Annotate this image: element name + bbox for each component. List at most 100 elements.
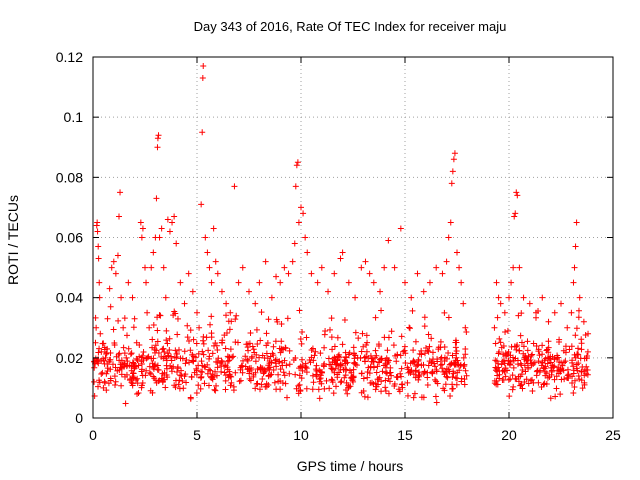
data-point [412,338,419,345]
data-point [402,359,409,366]
data-point [116,213,122,220]
data-point [206,264,213,271]
data-point [569,380,576,387]
data-point [506,294,512,301]
data-point [352,361,359,368]
data-point [381,334,388,341]
data-point [91,364,98,371]
data-point [447,393,454,400]
data-point [329,379,336,386]
data-point [533,342,540,349]
data-point [362,258,369,265]
data-point [428,335,435,342]
data-point [551,363,558,370]
data-point [392,352,399,359]
data-point [211,386,218,393]
data-point [130,359,137,366]
data-point [309,386,316,393]
data-point [505,349,512,355]
data-point [223,330,230,337]
data-point [131,315,138,322]
data-point [174,331,181,338]
data-point [331,270,338,277]
data-point [495,294,502,301]
data-point [509,372,516,379]
data-point [554,367,561,374]
data-point [279,380,286,387]
data-point [272,338,279,345]
data-point [280,369,287,376]
data-point [500,377,507,384]
data-point [461,361,468,368]
data-point [493,381,500,388]
data-point [299,367,306,374]
data-point [281,264,288,271]
data-point [463,328,470,335]
data-point [188,374,195,381]
data-point [103,349,110,356]
data-point [252,300,259,307]
data-point [507,376,514,383]
data-point [128,367,135,374]
data-point [152,342,159,349]
data-point [325,355,332,362]
data-point [178,367,185,374]
data-point [163,357,170,364]
data-point [458,279,465,286]
data-point [257,337,264,344]
data-point [382,360,389,367]
data-point [199,75,206,82]
data-point [298,375,305,382]
data-point [496,367,503,374]
data-point [249,343,256,350]
data-point [125,279,132,286]
data-point [551,376,558,383]
y-tick-label: 0.06 [56,230,83,246]
data-point [278,338,285,345]
data-point [198,201,205,208]
data-point [493,279,500,286]
data-point [214,364,221,371]
data-point [530,340,537,347]
data-point [548,371,555,378]
data-point [175,381,182,388]
data-point [246,370,253,377]
data-point [197,385,204,392]
data-point [444,374,451,381]
data-point [420,288,427,295]
data-point [154,327,161,334]
data-point [265,316,272,323]
data-point [121,350,128,357]
data-point [358,348,365,355]
data-point [112,378,119,385]
data-point [414,270,421,277]
data-point [516,347,523,354]
data-point [552,393,559,400]
data-point [402,279,408,286]
data-point [364,374,371,381]
data-point [200,340,207,347]
data-point [218,363,225,370]
data-point [493,358,500,365]
data-point [501,309,508,316]
data-point [222,386,229,393]
data-point [214,346,221,353]
data-point [388,372,395,379]
data-point [154,338,161,345]
data-point [362,358,369,365]
data-point [193,367,200,374]
data-point [334,334,341,341]
data-point [406,325,413,332]
data-point [367,364,374,371]
data-point [330,390,337,397]
data-point [410,371,417,378]
data-point [208,313,215,320]
data-point [432,393,439,400]
data-point [298,204,304,211]
data-point [163,337,170,344]
data-point [126,362,133,369]
data-point [124,358,131,365]
data-point [326,361,333,368]
data-point [250,371,257,378]
data-point [406,324,413,331]
